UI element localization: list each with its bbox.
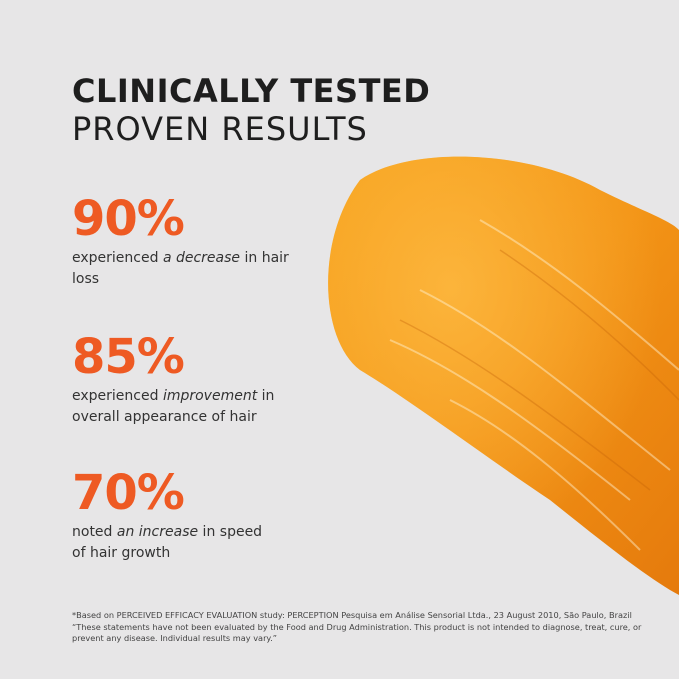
stat-description: experienced improvement in overall appea…: [72, 388, 275, 425]
heading: CLINICALLY TESTED PROVEN RESULTS: [72, 72, 430, 148]
stat-90: 90% experienced a decrease in hair loss: [72, 192, 292, 290]
footnote-disclaimer: “These statements have not been evaluate…: [72, 621, 642, 644]
stat-70: 70% noted an increase in speed of hair g…: [72, 466, 272, 564]
heading-line-1: CLINICALLY TESTED: [72, 72, 431, 110]
stat-85: 85% experienced improvement in overall a…: [72, 330, 292, 428]
heading-line-2: PROVEN RESULTS: [72, 110, 368, 148]
footnote: *Based on PERCEIVED EFFICACY EVALUATION …: [72, 610, 672, 645]
stat-value: 70%: [72, 465, 185, 521]
stat-value: 90%: [72, 191, 185, 247]
serum-smear-image: [328, 156, 679, 596]
stat-description: experienced a decrease in hair loss: [72, 250, 289, 287]
footnote-study: *Based on PERCEIVED EFFICACY EVALUATION …: [72, 610, 632, 620]
stat-description: noted an increase in speed of hair growt…: [72, 524, 263, 561]
stat-value: 85%: [72, 329, 185, 385]
